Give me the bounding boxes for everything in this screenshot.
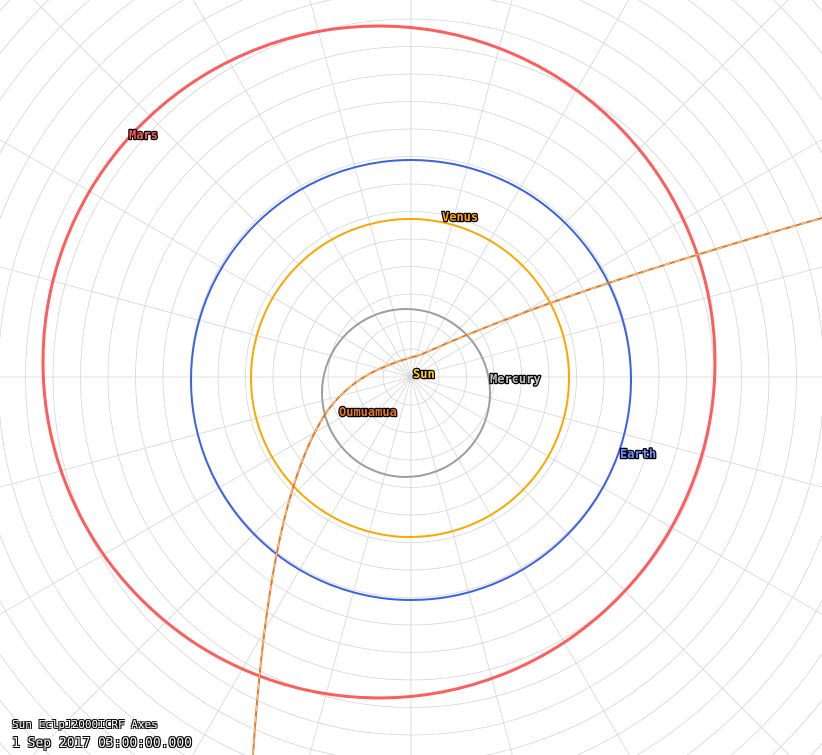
oumuamua-trajectory (252, 217, 822, 755)
mars-orbit (41, 24, 717, 700)
mars-label[interactable]: Mars (128, 127, 159, 144)
grid-spoke (309, 376, 412, 755)
sun-label[interactable]: Sun (412, 366, 436, 383)
mercury-orbit (321, 308, 491, 478)
epoch-timestamp: 1 Sep 2017 03:00:00.000 (12, 736, 193, 751)
grid-spoke (33, 0, 412, 378)
oumuamua-trajectory-dash (252, 217, 822, 755)
grid-spoke (410, 376, 513, 755)
grid-spoke (410, 376, 822, 615)
grid-spoke (410, 376, 630, 755)
grid-spoke (0, 139, 412, 378)
grid-spoke (410, 0, 630, 378)
grid-spoke (32, 376, 412, 755)
oumuamua-label[interactable]: Oumuamua (338, 404, 398, 421)
earth-orbit (190, 159, 632, 601)
grid-spoke (410, 376, 822, 488)
venus-orbit (250, 218, 570, 538)
grid-spoke (309, 0, 412, 378)
reference-frame-label: Sun EclpJ2000ICRF Axes (12, 718, 158, 731)
grid-spoke (0, 266, 412, 378)
grid-spoke (0, 376, 412, 488)
earth-label[interactable]: Earth (619, 446, 658, 463)
grid-spoke (410, 0, 789, 378)
grid-spoke (410, 376, 790, 755)
mercury-label[interactable]: Mercury (489, 371, 542, 388)
grid-spoke (192, 0, 412, 378)
orbit-paths (41, 24, 822, 755)
venus-label[interactable]: Venus (441, 209, 480, 226)
grid-spoke (0, 376, 412, 615)
body-labels: Sun Mercury Venus Earth Mars Oumuamua (128, 127, 658, 463)
grid-spoke (192, 376, 412, 755)
grid-spoke (410, 266, 822, 378)
grid-spoke (410, 0, 513, 378)
grid-spoke (410, 139, 822, 378)
